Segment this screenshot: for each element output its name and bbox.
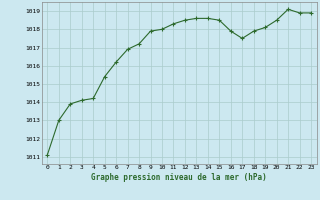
X-axis label: Graphe pression niveau de la mer (hPa): Graphe pression niveau de la mer (hPa): [91, 173, 267, 182]
